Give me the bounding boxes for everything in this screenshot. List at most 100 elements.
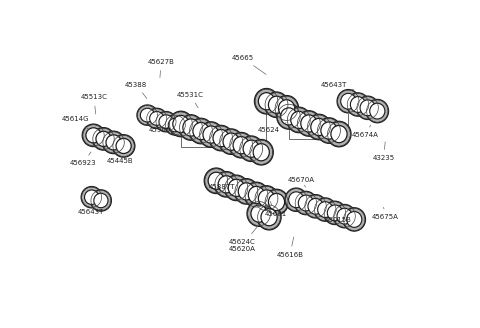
Text: 45531C: 45531C [177,92,204,108]
Text: 45616B: 45616B [276,237,303,257]
Ellipse shape [244,182,268,208]
Ellipse shape [317,118,341,143]
Ellipse shape [213,130,229,147]
Ellipse shape [215,172,238,197]
Text: 45627B: 45627B [148,59,175,77]
Ellipse shape [234,179,258,204]
Text: 45674A: 45674A [352,125,378,138]
Ellipse shape [366,99,388,123]
Ellipse shape [268,96,285,113]
Ellipse shape [169,111,193,136]
Ellipse shape [140,108,155,122]
Ellipse shape [83,124,105,146]
Ellipse shape [228,179,244,196]
Ellipse shape [281,108,297,125]
Ellipse shape [137,105,158,125]
Ellipse shape [327,205,343,221]
Ellipse shape [295,192,317,215]
Ellipse shape [264,92,288,117]
Ellipse shape [304,195,327,218]
Ellipse shape [291,111,307,129]
Ellipse shape [261,209,277,226]
Ellipse shape [318,202,333,217]
Ellipse shape [341,93,356,109]
Ellipse shape [275,96,299,121]
Text: 45624C
45620A: 45624C 45620A [229,225,258,252]
Ellipse shape [112,135,135,157]
Ellipse shape [91,190,111,211]
Text: 45675A: 45675A [372,207,399,220]
Ellipse shape [243,140,259,157]
Ellipse shape [183,119,199,136]
Ellipse shape [285,188,307,211]
Text: 456923: 456923 [69,152,96,166]
Ellipse shape [253,144,269,161]
Ellipse shape [308,198,323,214]
Ellipse shape [331,126,347,143]
Ellipse shape [168,118,182,132]
Ellipse shape [324,201,346,224]
Ellipse shape [223,133,239,150]
Ellipse shape [314,198,336,221]
Ellipse shape [240,136,263,161]
Ellipse shape [337,90,360,113]
Text: 45643T: 45643T [320,82,354,90]
Ellipse shape [208,172,224,189]
Text: 45887T: 45887T [209,179,235,190]
Ellipse shape [268,194,285,211]
Text: 45445B: 45445B [107,149,133,164]
Ellipse shape [357,96,379,119]
Ellipse shape [92,128,115,150]
Ellipse shape [203,126,219,143]
Text: 45643T: 45643T [77,203,104,215]
Ellipse shape [233,136,249,154]
Ellipse shape [327,121,351,147]
Ellipse shape [159,115,173,129]
Ellipse shape [307,114,331,140]
Ellipse shape [225,175,248,200]
Ellipse shape [249,140,273,165]
Ellipse shape [321,122,337,139]
Ellipse shape [229,133,253,158]
Ellipse shape [248,186,264,203]
Ellipse shape [334,205,356,228]
Text: 45388: 45388 [125,82,147,98]
Ellipse shape [264,189,288,215]
Ellipse shape [251,205,267,222]
Ellipse shape [204,168,228,194]
Ellipse shape [287,107,311,133]
Ellipse shape [106,135,121,150]
Ellipse shape [94,193,108,208]
Ellipse shape [86,128,101,143]
Ellipse shape [257,205,281,230]
Ellipse shape [150,112,164,125]
Ellipse shape [165,115,186,135]
Ellipse shape [173,115,189,133]
Ellipse shape [277,104,300,129]
Ellipse shape [218,176,234,193]
Ellipse shape [254,89,278,114]
Ellipse shape [370,103,385,119]
Ellipse shape [209,126,233,151]
Ellipse shape [360,100,375,116]
Text: 45624: 45624 [258,123,286,133]
Text: 45670A: 45670A [288,176,314,187]
Ellipse shape [219,129,243,154]
Ellipse shape [347,212,362,227]
Ellipse shape [247,201,271,226]
Text: 45969: 45969 [149,123,171,133]
Ellipse shape [254,186,278,211]
Text: 45513C: 45513C [81,94,108,114]
Text: 45681: 45681 [264,201,287,216]
Ellipse shape [297,111,321,136]
Ellipse shape [84,190,99,204]
Text: 45614G: 45614G [62,116,89,129]
Ellipse shape [102,131,125,154]
Ellipse shape [343,208,365,231]
Ellipse shape [301,115,317,132]
Ellipse shape [81,187,102,208]
Ellipse shape [193,122,209,140]
Ellipse shape [350,97,366,113]
Ellipse shape [199,122,223,147]
Ellipse shape [288,192,304,208]
